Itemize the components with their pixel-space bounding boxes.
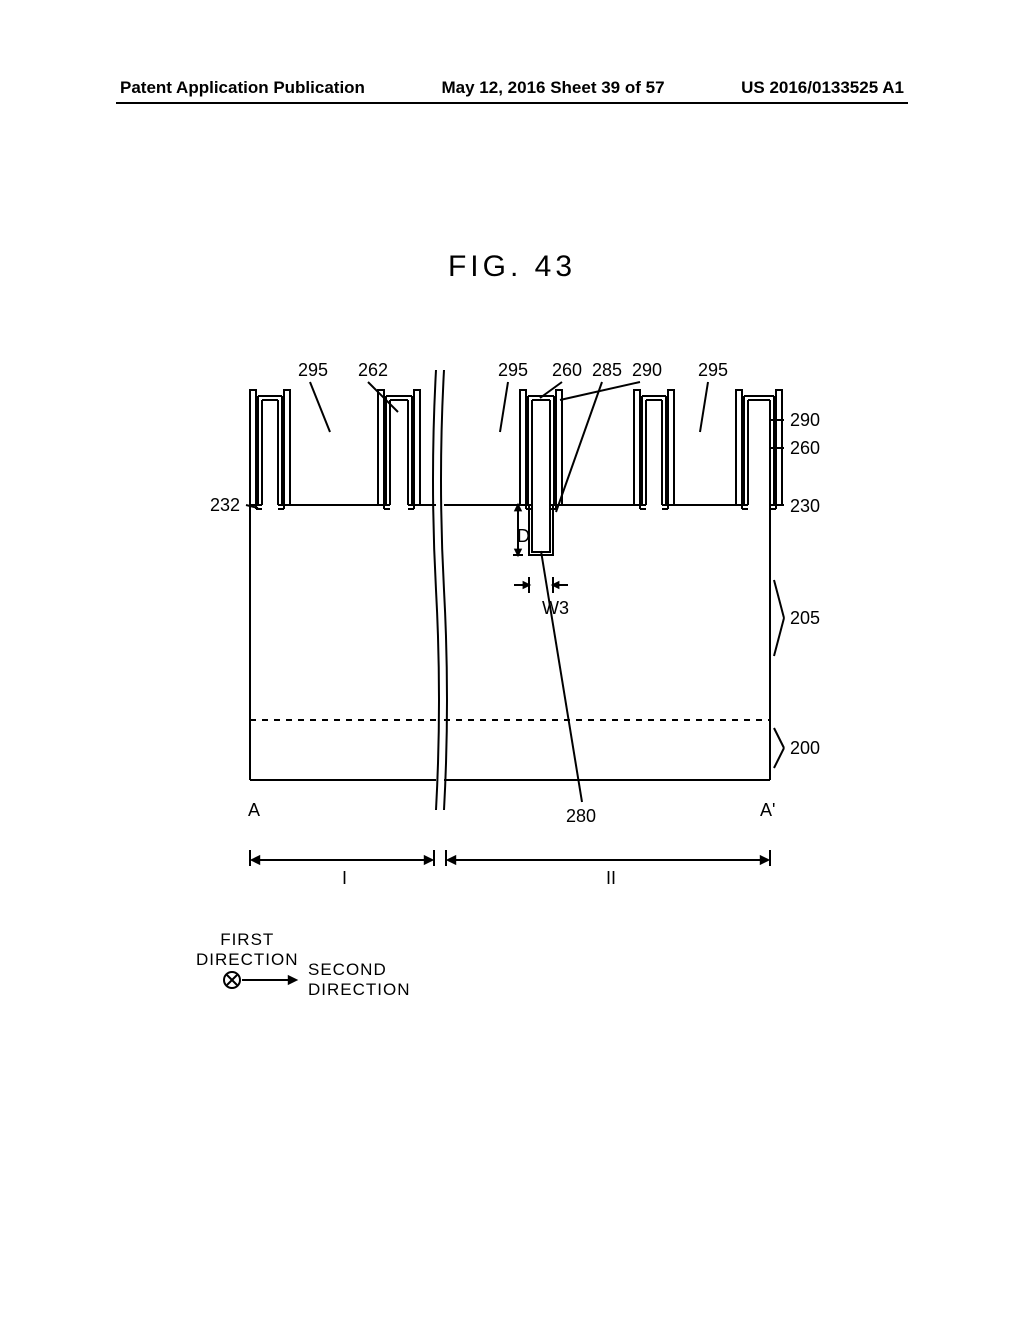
label-262: 262	[358, 360, 388, 381]
label-first-direction: FIRST DIRECTION	[196, 930, 299, 970]
header-left: Patent Application Publication	[120, 78, 365, 98]
header-rule	[116, 102, 908, 104]
label-200-r: 200	[790, 738, 820, 759]
label-290-r: 290	[790, 410, 820, 431]
label-295-c: 295	[698, 360, 728, 381]
label-W3: W3	[542, 598, 569, 619]
label-232: 232	[210, 495, 240, 516]
label-260-r: 260	[790, 438, 820, 459]
label-285: 285	[592, 360, 622, 381]
label-Aprime: A'	[760, 800, 775, 821]
figure-title: FIG. 43	[0, 250, 1024, 284]
label-region-II: II	[606, 868, 616, 889]
label-region-I: I	[342, 868, 347, 889]
figure-svg	[0, 340, 1024, 1040]
label-230-r: 230	[790, 496, 820, 517]
label-290-top: 290	[632, 360, 662, 381]
header-center: May 12, 2016 Sheet 39 of 57	[442, 78, 665, 98]
label-295-a: 295	[298, 360, 328, 381]
label-second-direction: SECOND DIRECTION	[308, 960, 411, 1000]
page-header: Patent Application Publication May 12, 2…	[0, 78, 1024, 98]
label-A: A	[248, 800, 260, 821]
label-260-top: 260	[552, 360, 582, 381]
figure-diagram: 295 262 295 260 285 290 295 232 290 260 …	[0, 340, 1024, 1040]
label-295-b: 295	[498, 360, 528, 381]
header-right: US 2016/0133525 A1	[741, 78, 904, 98]
label-280: 280	[566, 806, 596, 827]
label-205-r: 205	[790, 608, 820, 629]
label-D: D	[517, 526, 530, 547]
